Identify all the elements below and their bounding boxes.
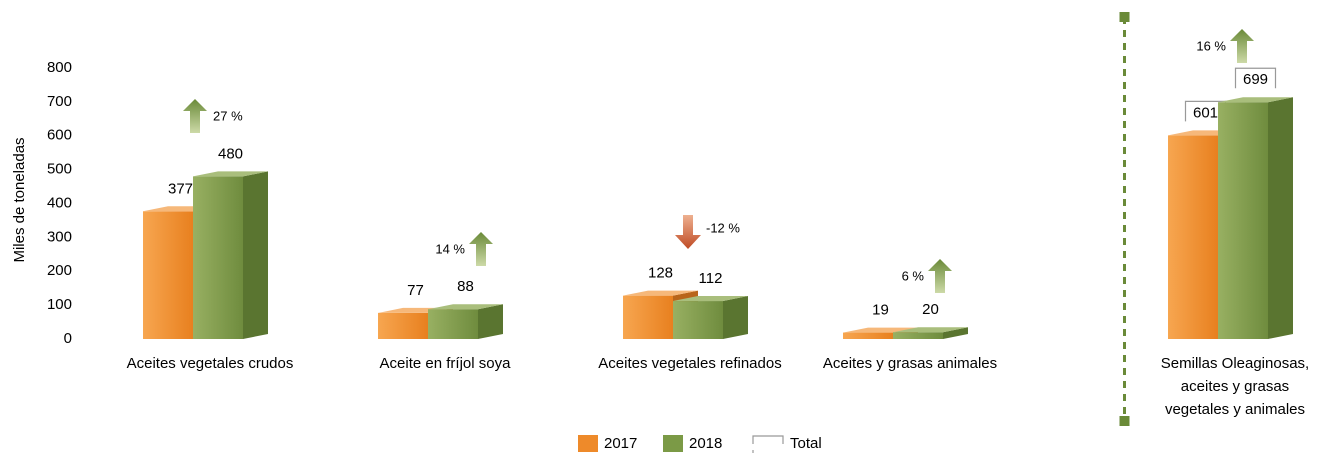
value-label: 377 — [168, 180, 193, 197]
y-tick-label: 0 — [64, 330, 72, 347]
change-arrow — [675, 215, 701, 249]
change-arrow — [469, 232, 493, 266]
bar-side — [943, 327, 968, 339]
x-tick-label: Aceites vegetales refinados — [598, 355, 782, 372]
value-label: 20 — [922, 301, 939, 318]
value-label: 699 — [1243, 71, 1268, 88]
bar — [193, 171, 268, 339]
legend-swatch — [578, 435, 598, 452]
bar-top — [893, 327, 968, 333]
x-tick-label: Semillas Oleaginosas, aceites y grasas v… — [1160, 355, 1310, 418]
legend-label: 2017 — [604, 435, 637, 452]
bar-front — [893, 332, 943, 339]
change-label: 14 % — [435, 241, 465, 256]
value-label: 77 — [407, 282, 424, 299]
bar-top — [428, 304, 503, 310]
bar-top — [193, 171, 268, 177]
value-label: 88 — [457, 278, 474, 295]
bar-front — [623, 295, 673, 339]
y-tick-label: 700 — [47, 93, 72, 110]
change-label: -12 % — [706, 220, 740, 235]
change-label: 27 % — [213, 108, 243, 123]
y-axis-label: Miles de toneladas — [11, 137, 28, 262]
bar-front — [143, 211, 193, 339]
x-tick-label: Aceites vegetales crudos — [126, 355, 294, 372]
change-label: 16 % — [1196, 38, 1226, 53]
bar-front — [673, 301, 723, 339]
value-label: 19 — [872, 302, 889, 319]
total-box — [1234, 67, 1277, 89]
x-tick-label: Aceites y grasas animales — [822, 355, 998, 372]
bar-front — [1168, 135, 1218, 339]
bar-front — [193, 176, 243, 339]
bar-side — [723, 296, 748, 339]
bar — [673, 296, 748, 339]
legend-total-swatch — [752, 435, 784, 453]
bar — [428, 304, 503, 339]
legend-swatch — [663, 435, 683, 452]
x-tick-label: Aceite en fríjol soya — [379, 355, 511, 372]
change-label: 6 % — [902, 268, 925, 283]
y-tick-label: 800 — [47, 59, 72, 76]
change-arrow — [1230, 29, 1254, 63]
bar-front — [1218, 102, 1268, 340]
bar-top — [623, 290, 698, 296]
y-tick-label: 500 — [47, 161, 72, 178]
y-tick-label: 200 — [47, 262, 72, 279]
bar-top — [673, 296, 748, 302]
bar-front — [843, 332, 893, 339]
bar — [893, 327, 968, 339]
value-label: 128 — [648, 265, 673, 282]
legend-label: Total — [790, 435, 822, 452]
bar-side — [1268, 97, 1293, 340]
legend-label: 2018 — [689, 435, 722, 452]
y-tick-label: 100 — [47, 296, 72, 313]
y-tick-label: 400 — [47, 194, 72, 211]
bar-side — [243, 171, 268, 339]
bar — [1218, 97, 1293, 340]
bar-top — [1218, 97, 1293, 103]
divider-end — [1119, 416, 1130, 426]
bar-front — [428, 309, 478, 339]
divider-end — [1119, 12, 1130, 22]
y-tick-label: 300 — [47, 228, 72, 245]
bar-side — [478, 304, 503, 339]
change-arrow — [928, 259, 952, 293]
value-label: 112 — [699, 270, 723, 287]
y-tick-label: 600 — [47, 127, 72, 144]
bar-front — [378, 312, 428, 339]
change-arrow — [183, 99, 207, 133]
value-label: 480 — [218, 145, 243, 162]
value-label: 601 — [1193, 104, 1218, 121]
